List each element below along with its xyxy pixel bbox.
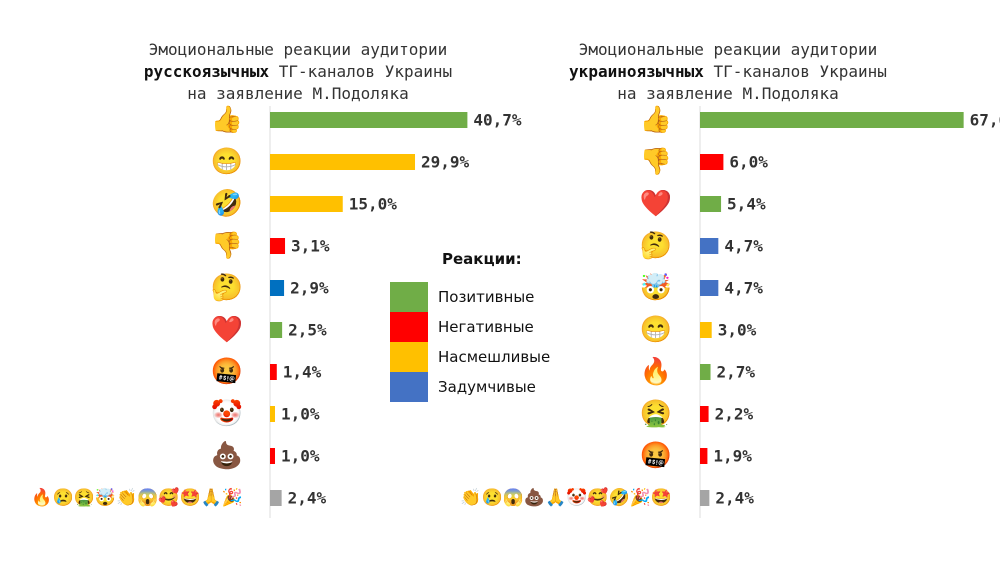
chart2-category-label: 👎 <box>640 147 672 177</box>
chart2-bar <box>700 490 710 506</box>
legend-item-negative: Негативные <box>390 312 590 342</box>
legend-label-negative: Негативные <box>438 318 534 336</box>
chart2-category-label: ❤️ <box>640 189 673 219</box>
chart2-category-label: 🤮 <box>640 399 672 429</box>
chart2-bar <box>700 112 964 128</box>
chart2-bar <box>700 196 722 212</box>
legend-item-positive: Позитивные <box>390 282 590 312</box>
chart2-category-label: 🤬 <box>640 441 672 471</box>
chart1-bar <box>270 490 282 506</box>
chart1-value-label: 1,0% <box>281 405 320 424</box>
chart2-bar <box>700 280 719 296</box>
chart1-bar <box>270 280 285 296</box>
chart1-category-label: 💩 <box>211 440 243 471</box>
chart1-title-line-3: на заявление М.Подоляка <box>187 84 409 103</box>
chart1-bar <box>270 196 343 212</box>
legend-label-thoughtful: Задумчивые <box>438 378 536 396</box>
chart1-category-label: 🤬 <box>211 357 243 387</box>
chart2-title-line-2: украиноязычных ТГ-каналов Украины <box>569 62 887 81</box>
chart2-category-label: 🔥 <box>640 356 672 387</box>
legend-swatch-thoughtful <box>390 372 428 402</box>
chart1-value-label: 29,9% <box>421 153 470 172</box>
chart1-category-label: 🔥😢🤮🤯👏😱🥰🤩🙏🎉 <box>31 487 243 508</box>
chart2-title-emphasis: украиноязычных <box>569 62 704 81</box>
chart2-value-label: 6,0% <box>729 153 768 172</box>
legend-swatch-mocking <box>390 342 428 372</box>
chart1-title-line-2: русскоязычных ТГ-каналов Украины <box>144 62 452 81</box>
chart1-bar <box>270 448 275 464</box>
chart1-value-label: 40,7% <box>473 111 522 130</box>
chart1-bar <box>270 322 283 338</box>
legend-label-positive: Позитивные <box>438 288 535 306</box>
chart2-title-rest: ТГ-каналов Украины <box>704 62 887 81</box>
chart1-value-label: 1,4% <box>283 363 322 382</box>
chart2-category-label: 👏😢😱💩🙏🤡🥰🤣🎉🤩 <box>460 487 672 508</box>
chart2-category-label: 🤔 <box>640 231 672 261</box>
chart2-bar <box>700 448 708 464</box>
chart1-value-label: 2,4% <box>288 489 327 508</box>
chart1-category-label: 👍 <box>211 104 243 135</box>
chart2-category-label: 👍 <box>640 104 672 135</box>
chart1-value-label: 1,0% <box>281 447 320 466</box>
chart1-category-label: ❤️ <box>211 315 244 345</box>
chart1-bar <box>270 364 277 380</box>
chart1-value-label: 3,1% <box>291 237 330 256</box>
chart2-value-label: 5,4% <box>727 195 766 214</box>
legend: Реакции: Позитивные Негативные Насмешлив… <box>390 250 590 402</box>
chart2-value-label: 4,7% <box>724 279 763 298</box>
chart2-category-label: 😁 <box>640 315 672 345</box>
chart2-bar <box>700 406 709 422</box>
legend-title: Реакции: <box>442 250 522 268</box>
chart2-title-line-3: на заявление М.Подоляка <box>617 84 839 103</box>
chart2-bar <box>700 238 719 254</box>
legend-swatch-negative <box>390 312 428 342</box>
chart1-bar <box>270 154 416 170</box>
chart2-bar <box>700 364 711 380</box>
chart2-value-label: 67,6% <box>970 111 1000 130</box>
chart1-value-label: 2,9% <box>290 279 329 298</box>
chart1-category-label: 🤔 <box>211 273 243 303</box>
chart1-category-label: 👎 <box>211 231 243 261</box>
chart1-title-emphasis: русскоязычных <box>144 62 270 81</box>
chart2-value-label: 3,0% <box>718 321 757 340</box>
legend-label-mocking: Насмешливые <box>438 348 551 366</box>
chart1-title-line-1: Эмоциональные реакции аудитории <box>149 40 448 59</box>
chart1-category-label: 🤣 <box>210 188 243 220</box>
legend-item-thoughtful: Задумчивые <box>390 372 590 402</box>
chart2-category-label: 🤯 <box>640 272 672 303</box>
chart1-category-label: 🤡 <box>211 398 243 429</box>
chart1-title-rest: ТГ-каналов Украины <box>269 62 452 81</box>
chart1-category-label: 😁 <box>211 147 243 177</box>
chart1-bar <box>270 112 468 128</box>
chart1-bar <box>270 238 286 254</box>
chart2-bar <box>700 322 712 338</box>
chart2-title-line-1: Эмоциональные реакции аудитории <box>579 40 878 59</box>
chart2-value-label: 1,9% <box>713 447 752 466</box>
chart2-value-label: 2,4% <box>715 489 754 508</box>
chart2-value-label: 2,7% <box>717 363 756 382</box>
chart1-value-label: 2,5% <box>288 321 327 340</box>
legend-swatch-positive <box>390 282 428 312</box>
chart2-bar <box>700 154 724 170</box>
chart2-value-label: 4,7% <box>724 237 763 256</box>
chart1-value-label: 15,0% <box>349 195 398 214</box>
chart2-value-label: 2,2% <box>715 405 754 424</box>
legend-item-mocking: Насмешливые <box>390 342 590 372</box>
chart1-bar <box>270 406 275 422</box>
